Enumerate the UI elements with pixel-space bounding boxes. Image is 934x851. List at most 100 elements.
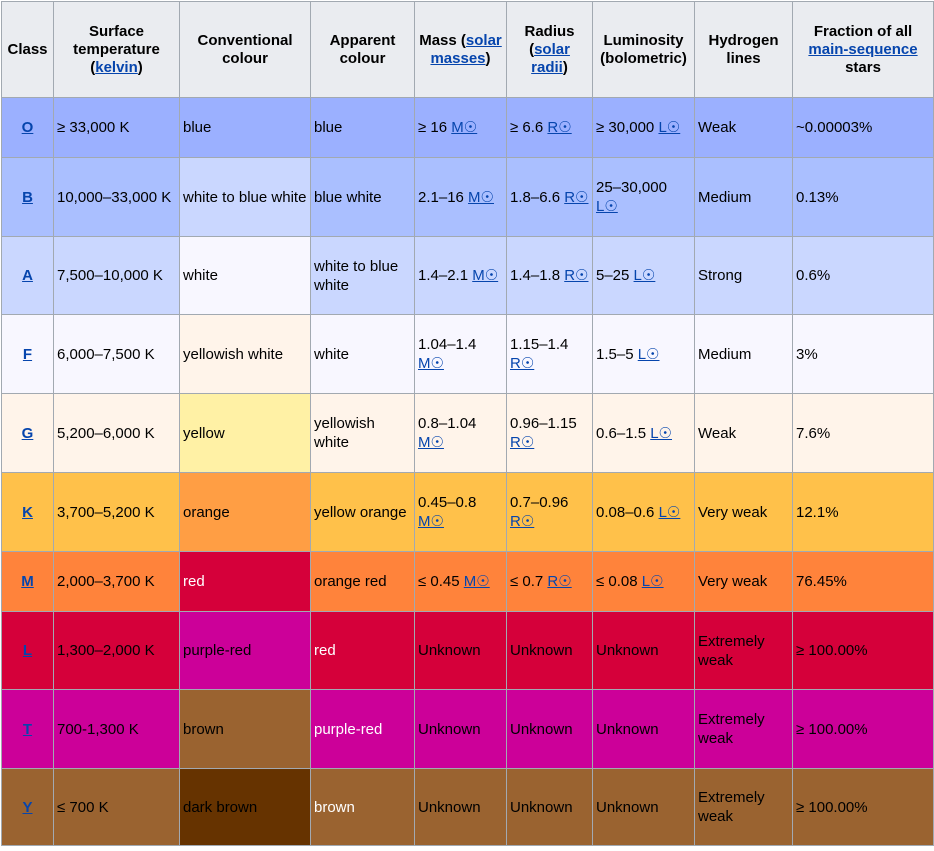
link[interactable]: L☉ xyxy=(641,573,664,590)
link[interactable]: solar radii xyxy=(531,40,570,76)
cell-mass: Unknown xyxy=(414,611,507,690)
cell-radius: Unknown xyxy=(506,611,593,690)
cell-apparent-colour: yellow orange xyxy=(310,472,415,552)
cell-text: 5–25 xyxy=(596,267,634,284)
cell-luminosity: 0.08–0.6 L☉ xyxy=(592,472,695,552)
cell-text: Conventional colour xyxy=(197,31,293,67)
cell-text: 0.96–1.15 xyxy=(510,415,577,432)
cell-text: brown xyxy=(183,720,224,738)
link[interactable]: O xyxy=(21,119,34,136)
cell-hydrogen-lines: Medium xyxy=(694,157,793,237)
link[interactable]: R☉ xyxy=(547,119,572,136)
cell-text: yellowish white xyxy=(183,345,284,363)
cell-radius: ≤ 0.7 R☉ xyxy=(506,551,593,612)
link[interactable]: L☉ xyxy=(650,424,673,442)
cell-text: blue white xyxy=(314,188,382,206)
cell-mass: 1.4–2.1 M☉ xyxy=(414,236,507,315)
cell-temperature: 10,000–33,000 K xyxy=(53,157,180,237)
link[interactable]: M☉ xyxy=(451,119,478,136)
link[interactable]: M☉ xyxy=(463,573,490,590)
link[interactable]: B xyxy=(22,188,33,206)
cell-radius: ≥ 6.6 R☉ xyxy=(506,97,593,158)
link[interactable]: L☉ xyxy=(633,267,656,284)
cell-text: dark brown xyxy=(183,798,258,816)
cell-text: ~0.00003% xyxy=(796,119,873,136)
link[interactable]: kelvin xyxy=(95,58,138,76)
link[interactable]: G xyxy=(21,424,34,442)
cell-fraction: 3% xyxy=(792,314,934,394)
link[interactable]: R☉ xyxy=(564,267,589,284)
cell-text: 7,500–10,000 K xyxy=(57,267,163,284)
link[interactable]: solar masses xyxy=(430,31,502,67)
link[interactable]: Y xyxy=(22,798,33,816)
table-header: Class Surface temperature (kelvin) Convent… xyxy=(1,1,934,98)
cell-radius: Unknown xyxy=(506,768,593,846)
cell-class: Y xyxy=(1,768,54,846)
link[interactable]: F xyxy=(22,345,33,363)
link[interactable]: M xyxy=(21,573,34,590)
link[interactable]: main-sequence xyxy=(808,40,918,58)
link[interactable]: K xyxy=(22,503,33,521)
link[interactable]: L☉ xyxy=(596,198,618,215)
cell-text: 0.45–0.8 xyxy=(418,494,477,511)
link[interactable]: M☉ xyxy=(472,267,499,284)
link[interactable]: A xyxy=(22,267,33,284)
cell-fraction: ~0.00003% xyxy=(792,97,934,158)
link[interactable]: R☉ xyxy=(564,188,589,206)
cell-mass: Unknown xyxy=(414,689,507,769)
cell-class: G xyxy=(1,393,54,473)
link[interactable]: L☉ xyxy=(658,119,681,136)
cell-text: 2.1–16 xyxy=(418,188,469,206)
cell-text: 25–30,000 xyxy=(596,179,667,196)
cell-class: M xyxy=(1,551,54,612)
cell-text: 0.7–0.96 xyxy=(510,494,569,511)
table-row: Y ≤ 700 K dark brown brown Unknown Unknown Unk… xyxy=(1,768,934,846)
link[interactable]: L☉ xyxy=(637,345,660,363)
cell-text: brown xyxy=(314,798,355,816)
cell-mass: 1.04–1.4 M☉ xyxy=(414,314,507,394)
cell-fraction: 12.1% xyxy=(792,472,934,552)
table-row: T 700-1,300 K brown purple-red Unknown Unknow… xyxy=(1,689,934,769)
cell-text: 1.8–6.6 xyxy=(510,188,565,206)
link[interactable]: L☉ xyxy=(658,503,681,521)
cell-text: 0.08–0.6 xyxy=(596,503,659,521)
cell-class: F xyxy=(1,314,54,394)
cell-radius: 0.96–1.15 R☉ xyxy=(506,393,593,473)
cell-text: ≤ 0.08 xyxy=(596,573,642,590)
cell-text: orange red xyxy=(314,573,387,590)
cell-fraction: ≥ 100.00% xyxy=(792,768,934,846)
cell-text: Surface temperature ( xyxy=(73,22,160,76)
link[interactable]: L xyxy=(22,642,33,659)
cell-text: Unknown xyxy=(596,798,659,816)
cell-apparent-colour: blue xyxy=(310,97,415,158)
cell-fraction: ≥ 100.00% xyxy=(792,611,934,690)
cell-text: 3,700–5,200 K xyxy=(57,503,155,521)
link[interactable]: M☉ xyxy=(418,434,444,451)
cell-text: Class xyxy=(7,40,48,58)
cell-text: Weak xyxy=(698,424,737,442)
link[interactable]: R☉ xyxy=(510,434,535,451)
link[interactable]: M☉ xyxy=(418,355,444,372)
link[interactable]: M☉ xyxy=(468,188,494,206)
cell-text: Unknown xyxy=(510,642,573,659)
link[interactable]: R☉ xyxy=(510,355,535,372)
cell-text: ≤ 700 K xyxy=(57,798,109,816)
cell-class: A xyxy=(1,236,54,315)
cell-luminosity: 5–25 L☉ xyxy=(592,236,695,315)
cell-apparent-colour: white xyxy=(310,314,415,394)
cell-conventional-colour: red xyxy=(179,551,311,612)
cell-luminosity: ≤ 0.08 L☉ xyxy=(592,551,695,612)
cell-conventional-colour: purple-red xyxy=(179,611,311,690)
link[interactable]: M☉ xyxy=(418,513,444,530)
cell-temperature: 1,300–2,000 K xyxy=(53,611,180,690)
table-row: B 10,000–33,000 K white to blue white blue … xyxy=(1,157,934,237)
cell-text: 76.45% xyxy=(796,573,847,590)
cell-text: Hydrogen lines xyxy=(708,31,779,67)
cell-text: ≥ 16 xyxy=(418,119,452,136)
link[interactable]: R☉ xyxy=(547,573,572,590)
cell-text: stars xyxy=(845,58,881,76)
cell-temperature: ≥ 33,000 K xyxy=(53,97,180,158)
link[interactable]: T xyxy=(22,720,33,738)
cell-text: blue xyxy=(183,119,212,136)
link[interactable]: R☉ xyxy=(510,513,535,530)
